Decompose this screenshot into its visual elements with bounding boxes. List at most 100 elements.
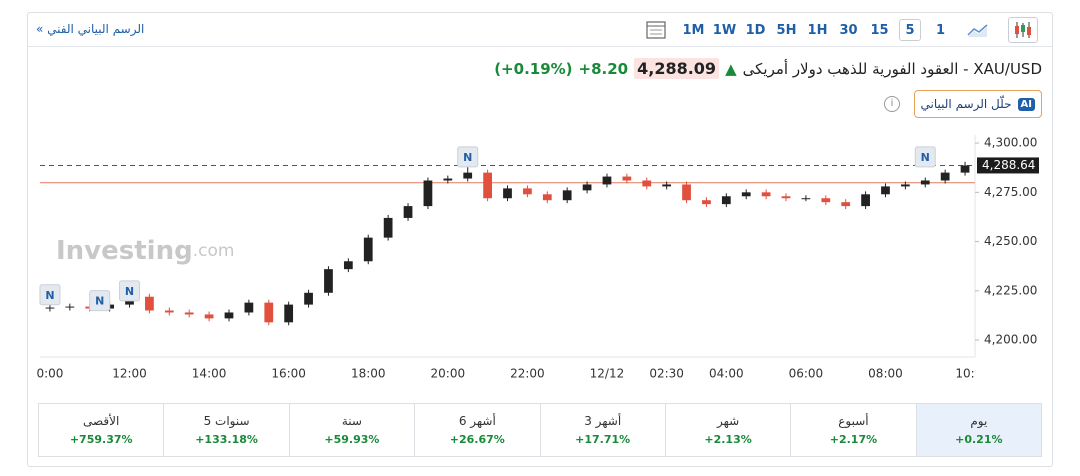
period-label: سنة: [341, 414, 362, 428]
instrument-title: XAU/USD - العقود الفورية للذهب دولار أمر…: [742, 59, 1042, 78]
last-price: 4,288.09: [634, 58, 720, 79]
candle-body: [741, 192, 751, 197]
period-cell[interactable]: يوم +0.21%: [915, 404, 1041, 456]
period-cell[interactable]: 6 أشهر +26.67%: [414, 404, 539, 456]
candle-body: [423, 180, 433, 207]
candle-body: [503, 188, 512, 199]
performance-row: الأقصى +759.37% 5 سنوات +133.18% سنة +59.93% 6…: [38, 403, 1042, 457]
interval-button[interactable]: 1H: [807, 22, 828, 38]
candle-body: [284, 304, 294, 323]
candle-body: [463, 172, 473, 179]
news-marker-label: N: [125, 285, 134, 298]
period-change: +133.18%: [195, 433, 258, 446]
period-cell[interactable]: الأقصى +759.37%: [39, 404, 163, 456]
candle-body: [861, 194, 870, 207]
x-tick-label: 18:00: [351, 367, 386, 381]
period-change: +759.37%: [69, 433, 133, 446]
chart: Investing.com 4,200.00 4,225.00 4,250.00 4,2…: [36, 135, 1039, 381]
candle-body: [542, 194, 552, 201]
line-glyph: [967, 24, 988, 37]
period-change: +2.17%: [829, 433, 878, 446]
period-change: +17.71%: [575, 433, 631, 446]
y-tick-label: 4,200.00: [984, 333, 1037, 347]
x-tick-label: 14:00: [192, 367, 227, 381]
candle-body: [523, 188, 532, 195]
interval-button[interactable]: 1D: [745, 22, 766, 38]
ai-badge: AI: [1017, 97, 1035, 111]
price-tag: [977, 157, 1039, 174]
x-tick-label: 22:00: [510, 367, 545, 381]
candle-body: [204, 314, 214, 319]
watermark-brand: Investing: [56, 236, 193, 266]
period-label: 5 سنوات: [203, 414, 250, 428]
widget-frame: [27, 12, 1053, 467]
candle-body: [304, 292, 313, 305]
price-change-pct: (+0.19%): [494, 59, 573, 78]
candle-body: [900, 184, 910, 187]
period-label: 3 أشهر: [584, 414, 622, 428]
candle-body: [841, 202, 851, 207]
interval-button[interactable]: 5: [899, 19, 921, 41]
period-change: +26.67%: [449, 433, 505, 446]
candle-body: [920, 180, 930, 185]
info-icon[interactable]: i: [884, 96, 900, 112]
news-marker: [457, 146, 479, 168]
candle-body: [582, 184, 592, 191]
x-tick-label: 08:00: [868, 367, 903, 381]
x-tick-label: 06:00: [789, 367, 824, 381]
table-icon[interactable]: [642, 18, 670, 42]
candle-body: [403, 206, 413, 218]
x-tick-label: 12/12: [590, 367, 625, 381]
toolbar: الرسم البياني الفني » 1M 1W 1D 5H 1H 30 15 5 1: [28, 13, 1052, 47]
interval-button[interactable]: 15: [870, 22, 889, 38]
interval-button[interactable]: 1W: [712, 22, 737, 38]
candle-body: [324, 269, 333, 293]
period-cell[interactable]: 3 أشهر +17.71%: [539, 404, 665, 456]
price-tag-label: 4,288.64: [982, 158, 1035, 172]
y-tick-label: 4,300.00: [984, 136, 1037, 150]
period-cell[interactable]: سنة +59.93%: [288, 404, 414, 456]
interval-button[interactable]: 30: [839, 22, 858, 38]
period-label: أسبوع: [838, 414, 869, 428]
period-change: +59.93%: [324, 433, 380, 446]
candle-body: [145, 296, 154, 311]
candle-body: [602, 176, 612, 185]
candle-body: [662, 184, 672, 187]
line-chart-icon[interactable]: [964, 18, 992, 42]
watermark: Investing.com: [56, 236, 234, 266]
news-marker-label: N: [921, 151, 930, 164]
candle-body: [622, 176, 632, 181]
interval-button[interactable]: 5H: [776, 22, 797, 38]
watermark-suffix: .com: [193, 241, 235, 261]
x-tick-label: 16:00: [271, 367, 306, 381]
interval-button[interactable]: 1: [935, 22, 946, 38]
candle-body: [702, 200, 711, 205]
period-change: +2.13%: [704, 433, 752, 446]
candle-body: [164, 310, 174, 313]
news-marker: [89, 290, 111, 312]
technical-chart-link[interactable]: الرسم البياني الفني »: [36, 22, 145, 36]
x-tick-label: 04:00: [709, 367, 744, 381]
x-tick-label: 12:00: [112, 367, 147, 381]
candle-body: [562, 190, 572, 201]
up-arrow: ▲: [725, 59, 737, 78]
x-tick-label: 10:: [955, 367, 974, 381]
candle-chart-icon[interactable]: [1008, 17, 1038, 43]
news-marker: [119, 280, 141, 302]
candle-body: [264, 302, 274, 323]
candle-body: [443, 178, 453, 181]
candle-body: [244, 302, 254, 313]
ai-analyze-button[interactable]: AI حلّل الرسم البياني: [913, 90, 1042, 118]
period-cell[interactable]: أسبوع +2.17%: [790, 404, 915, 456]
period-cell[interactable]: شهر +2.13%: [664, 404, 790, 456]
candle-body: [821, 198, 831, 203]
table-glyph: [646, 21, 666, 39]
candle-body: [761, 192, 771, 197]
interval-button[interactable]: 1M: [682, 22, 705, 38]
news-marker-label: N: [45, 289, 54, 302]
period-label: 6 أشهر: [458, 414, 496, 428]
news-marker: [39, 284, 61, 306]
period-cell[interactable]: 5 سنوات +133.18%: [163, 404, 288, 456]
candle-body: [65, 306, 75, 308]
